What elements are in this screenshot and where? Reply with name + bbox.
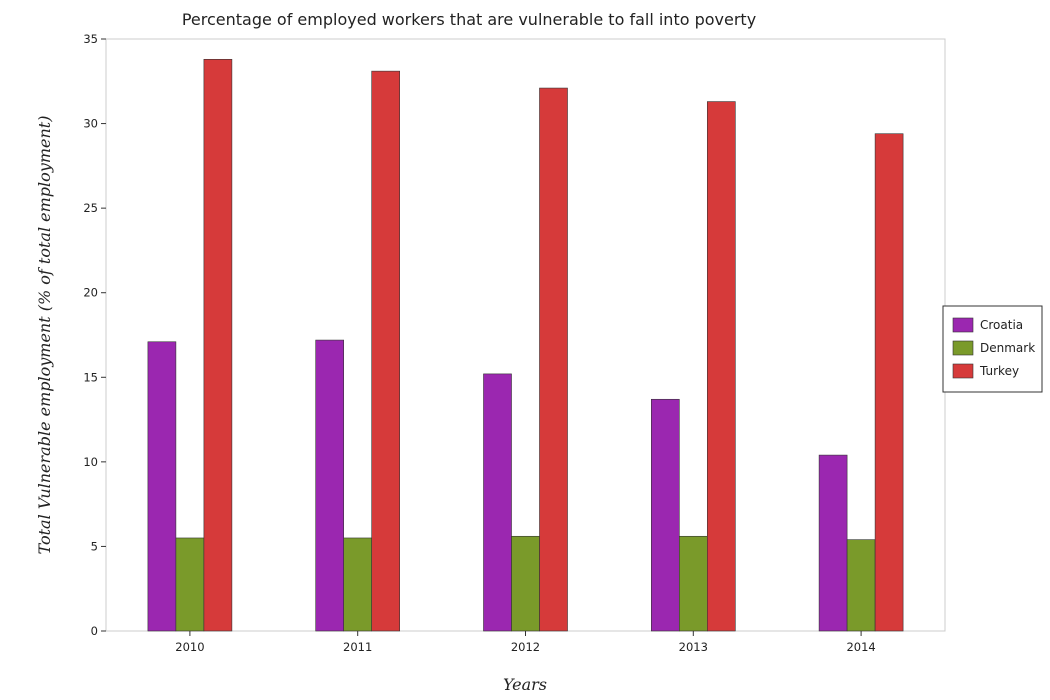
- y-axis: 0 5 10 15 20 25 30 35: [83, 32, 106, 638]
- bars: [147, 58, 904, 632]
- bar-denmark-2014: [846, 539, 876, 632]
- y-tick-label: 35: [83, 32, 98, 46]
- bar-croatia-2012: [483, 373, 512, 632]
- legend-swatch-croatia: [952, 317, 974, 333]
- y-tick-label: 20: [83, 286, 98, 300]
- chart-title: Percentage of employed workers that are …: [182, 10, 756, 29]
- legend-swatch-denmark: [952, 340, 974, 356]
- bar-croatia-2014: [818, 454, 848, 632]
- legend-label-turkey: Turkey: [979, 364, 1019, 378]
- x-axis: 2010 2011 2012 2013 2014: [175, 631, 876, 654]
- bar-denmark-2012: [511, 535, 540, 632]
- plot-area: [105, 38, 946, 632]
- x-tick-label: 2010: [175, 640, 204, 654]
- y-tick-label: 10: [83, 455, 98, 469]
- y-tick-label: 0: [91, 624, 98, 638]
- bar-denmark-2013: [678, 535, 708, 632]
- bar-croatia-2013: [650, 398, 680, 632]
- y-axis-label: Total Vulnerable employment (% of total …: [35, 116, 54, 555]
- x-axis-label: Years: [503, 675, 547, 694]
- bar-turkey-2012: [539, 87, 568, 632]
- bar-croatia-2010: [147, 341, 177, 632]
- y-tick-label: 5: [91, 539, 98, 553]
- legend-label-croatia: Croatia: [980, 318, 1023, 332]
- y-tick-label: 15: [83, 370, 98, 384]
- bar-turkey-2010: [203, 58, 233, 632]
- legend-label-denmark: Denmark: [980, 341, 1035, 355]
- legend: Croatia Denmark Turkey: [942, 305, 1043, 393]
- bar-denmark-2010: [175, 537, 205, 632]
- bar-turkey-2014: [874, 133, 904, 632]
- bar-croatia-2011: [315, 339, 345, 632]
- x-tick-label: 2012: [511, 640, 540, 654]
- x-tick-label: 2014: [846, 640, 875, 654]
- bar-denmark-2011: [343, 537, 373, 632]
- y-tick-label: 30: [83, 117, 98, 131]
- x-tick-label: 2011: [343, 640, 372, 654]
- bar-turkey-2011: [371, 70, 401, 632]
- x-tick-label: 2013: [679, 640, 708, 654]
- legend-swatch-turkey: [952, 363, 974, 379]
- y-tick-label: 25: [83, 201, 98, 215]
- bar-turkey-2013: [706, 101, 736, 632]
